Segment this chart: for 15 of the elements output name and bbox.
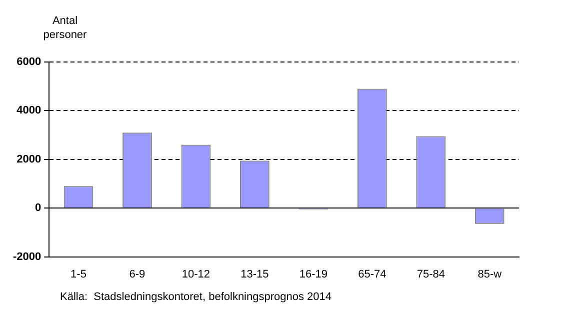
y-tick-label: 2000 <box>16 153 42 166</box>
y-tick-label: 6000 <box>16 56 42 68</box>
y-tick-label: -2000 <box>12 250 42 263</box>
x-tick-label: 16-19 <box>299 268 328 280</box>
x-tick-label: 13-15 <box>240 268 269 280</box>
x-tick-label: 10-12 <box>182 268 210 280</box>
x-tick-label: 65-74 <box>358 268 386 280</box>
x-tick-label: 6-9 <box>129 268 146 280</box>
x-tick-label: 85-w <box>478 268 502 280</box>
x-tick-label: 1-5 <box>70 268 86 280</box>
y-tick-label: 4000 <box>16 104 42 117</box>
y-tick-label: 0 <box>35 202 42 214</box>
x-tick-label: 75-84 <box>416 268 445 280</box>
text: Källa: Stadsledningskontoret, befolkningsprognos 2014 <box>60 291 332 303</box>
y-axis-title: Antal personer <box>43 15 88 41</box>
